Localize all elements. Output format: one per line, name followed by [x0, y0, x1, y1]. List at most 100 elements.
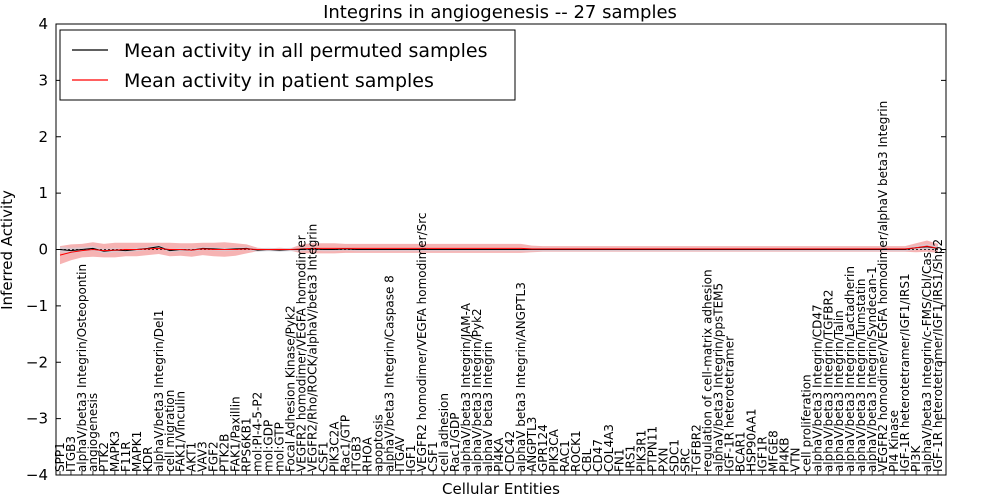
patient-confidence-band [60, 240, 938, 265]
y-tick-label: −1 [26, 297, 48, 315]
x-tick-label: ROCK1 [569, 430, 583, 472]
y-tick-label: 2 [38, 128, 48, 146]
x-tick-label: MFGE8 [766, 430, 780, 472]
x-tick-label: cell adhesion [437, 393, 451, 472]
x-tick-label: alphaV/beta3 Integrin/Talin [832, 310, 846, 472]
x-tick-label: PTK2 [97, 442, 111, 472]
x-tick-label: mol:GDP [262, 420, 276, 472]
x-tick-label: PTPN11 [646, 426, 660, 472]
x-tick-label: alphaV/beta3 Integrin/TGFBR2 [821, 290, 835, 473]
x-tick-label: COL4A3 [602, 424, 616, 472]
y-ticks: −4 −3 −2 −1 0 1 2 3 4 [26, 15, 946, 484]
y-tick-label: 0 [38, 241, 48, 259]
x-tick-label: alphaV beta3 Integrin/ANGPTL3 [514, 282, 528, 472]
x-tick-label: FN1 [613, 448, 627, 472]
x-tick-label: apoptosis [371, 414, 385, 472]
x-tick-label: PI4KA [492, 437, 506, 472]
x-tick-label: ITGB3 [349, 436, 363, 472]
plot-frame [55, 23, 947, 476]
x-tick-label: MAPK3 [108, 431, 122, 472]
x-tick-label: CDC42 [503, 431, 517, 472]
x-tick-label: PI4 Kinase [887, 410, 901, 472]
x-tick-label: CD47 [591, 439, 605, 472]
x-tick-label: VEGFR2 homodimer/VEGFA homodimer [294, 235, 308, 472]
x-tick-label: PTK2B [218, 434, 232, 472]
x-tick-label: VEGFR2/Rho/ROCK/alphaV/beta3 Integrin [305, 224, 319, 472]
x-tick-label: CBL [580, 448, 594, 472]
x-tick-label: ITGAV [393, 435, 407, 472]
x-tick-label: PIK3R1 [635, 430, 649, 472]
x-tick-label: alphaV/beta3 Integrin/Pyk2 [470, 308, 484, 472]
x-axis-label: Cellular Entities [442, 480, 560, 498]
x-tick-label: PIK3C2A [327, 421, 341, 472]
x-tick-label: IGF1 [404, 445, 418, 472]
x-tick-label: alphaV/beta3 Integrin/Caspase 8 [382, 275, 396, 472]
x-tick-label: FAK1/Paxillin [229, 396, 243, 472]
x-tick-label: SRC [679, 448, 693, 472]
x-tick-label: angiogenesis [86, 393, 100, 472]
x-tick-label: mol:GTP [273, 422, 287, 472]
series-line-patient [59, 245, 939, 256]
y-tick-label: −3 [26, 410, 48, 428]
x-tick-label: alphaV/beta3 Integrin/Osteopontin [75, 264, 89, 472]
y-tick-label: −2 [26, 353, 48, 371]
y-tick-label: 4 [38, 15, 48, 33]
x-tick-label: VAV3 [196, 441, 210, 472]
x-tick-label: IGF-1R heterotetramer [723, 336, 737, 472]
legend: Mean activity in all permuted samples Me… [59, 29, 516, 101]
x-tick-label: alphaV/beta3 Integrin/CD47 [810, 304, 824, 472]
x-tick-label: Focal Adhesion Kinase/Pyk2 [284, 305, 298, 472]
x-tick-label: FAK1/Vinculin [174, 391, 188, 472]
x-tick-label: ANGPTL3 [525, 417, 539, 472]
x-tick-label: VEGFR2 homodimer/VEGFA homodimer/alphaV … [876, 101, 890, 472]
y-tick-label: −4 [26, 466, 48, 484]
y-tick-label: 3 [38, 71, 48, 89]
x-tick-label: HSP90AA1 [744, 408, 758, 472]
x-tick-label: IRS1 [624, 445, 638, 472]
x-tick-label: Rac1/GTP [338, 415, 352, 472]
x-tick-label: RHOA [360, 436, 374, 472]
x-tick-label: AKT1 [185, 442, 199, 472]
x-tick-label: alphaV/beta3 Integrin/Tumstatin [854, 278, 868, 472]
x-tick-label: IGF-1R heterotetramer/IGF1/IRS1 [898, 273, 912, 472]
x-tick-label: alphaV/beta3 Integrin/c-FMS/Cbl/Cas [920, 252, 934, 472]
legend-label-permuted: Mean activity in all permuted samples [124, 40, 487, 62]
x-tick-label: CSF1 [426, 441, 440, 472]
x-tick-label: IGF1R [755, 436, 769, 472]
y-axis-label: Inferred Activity [0, 190, 16, 310]
x-tick-label: PI3K [909, 445, 923, 472]
x-tick-label: PI4KB [777, 438, 791, 473]
x-tick-label: RPS6KB1 [240, 417, 254, 472]
chart-title: Integrins in angiogenesis -- 27 samples [323, 2, 677, 23]
x-tick-label: Rac1/GDP [448, 413, 462, 472]
x-tick-label: VEGFR2 homodimer/VEGFA homodimer/Src [415, 212, 429, 472]
legend-label-patient: Mean activity in patient samples [124, 70, 434, 92]
x-tick-label: FGF2 [207, 441, 221, 472]
x-tick-label: alphaV beta3 Integrin [481, 341, 495, 472]
plot-area [56, 240, 946, 265]
x-tick-label: regulation of cell-matrix adhesion [701, 269, 715, 472]
x-tick-label: PIK3CA [547, 428, 561, 472]
x-tick-label: BCAR1 [734, 431, 748, 472]
x-tick-label: GPR124 [536, 424, 550, 472]
x-tick-label: VTN [788, 447, 802, 472]
x-tick-label: cell migration [163, 390, 177, 472]
x-tick-label: PXN [657, 448, 671, 472]
x-tick-label: SDC1 [668, 439, 682, 472]
x-tick-label: TGFBR2 [690, 424, 704, 473]
x-tick-label: alphaV/beta3 Integrin/Del1 [152, 310, 166, 472]
x-tick-label: RAC1 [558, 440, 572, 472]
legend-box [59, 29, 516, 101]
x-tick-label: ITGB3 [64, 436, 78, 472]
x-tick-label: alphaV/beta3 Integrin/ppsTEM5 [712, 283, 726, 472]
x-tick-label: KDR [141, 447, 155, 472]
x-tick-label: alphaV/beta3 Integrin/Lactadherin [843, 266, 857, 472]
x-tick-label: cell proliferation [799, 374, 813, 472]
x-tick-label: mol:PI-4-5-P2 [251, 392, 265, 472]
x-tick-label: alphaV/beta3 Integrin/Syndecan-1 [865, 266, 879, 472]
x-tick-label: MAPK1 [130, 431, 144, 472]
x-tick-label: CSF1 [316, 441, 330, 472]
x-tick-label: alphaV/beta3 Integrin/JAM-A [459, 302, 473, 472]
